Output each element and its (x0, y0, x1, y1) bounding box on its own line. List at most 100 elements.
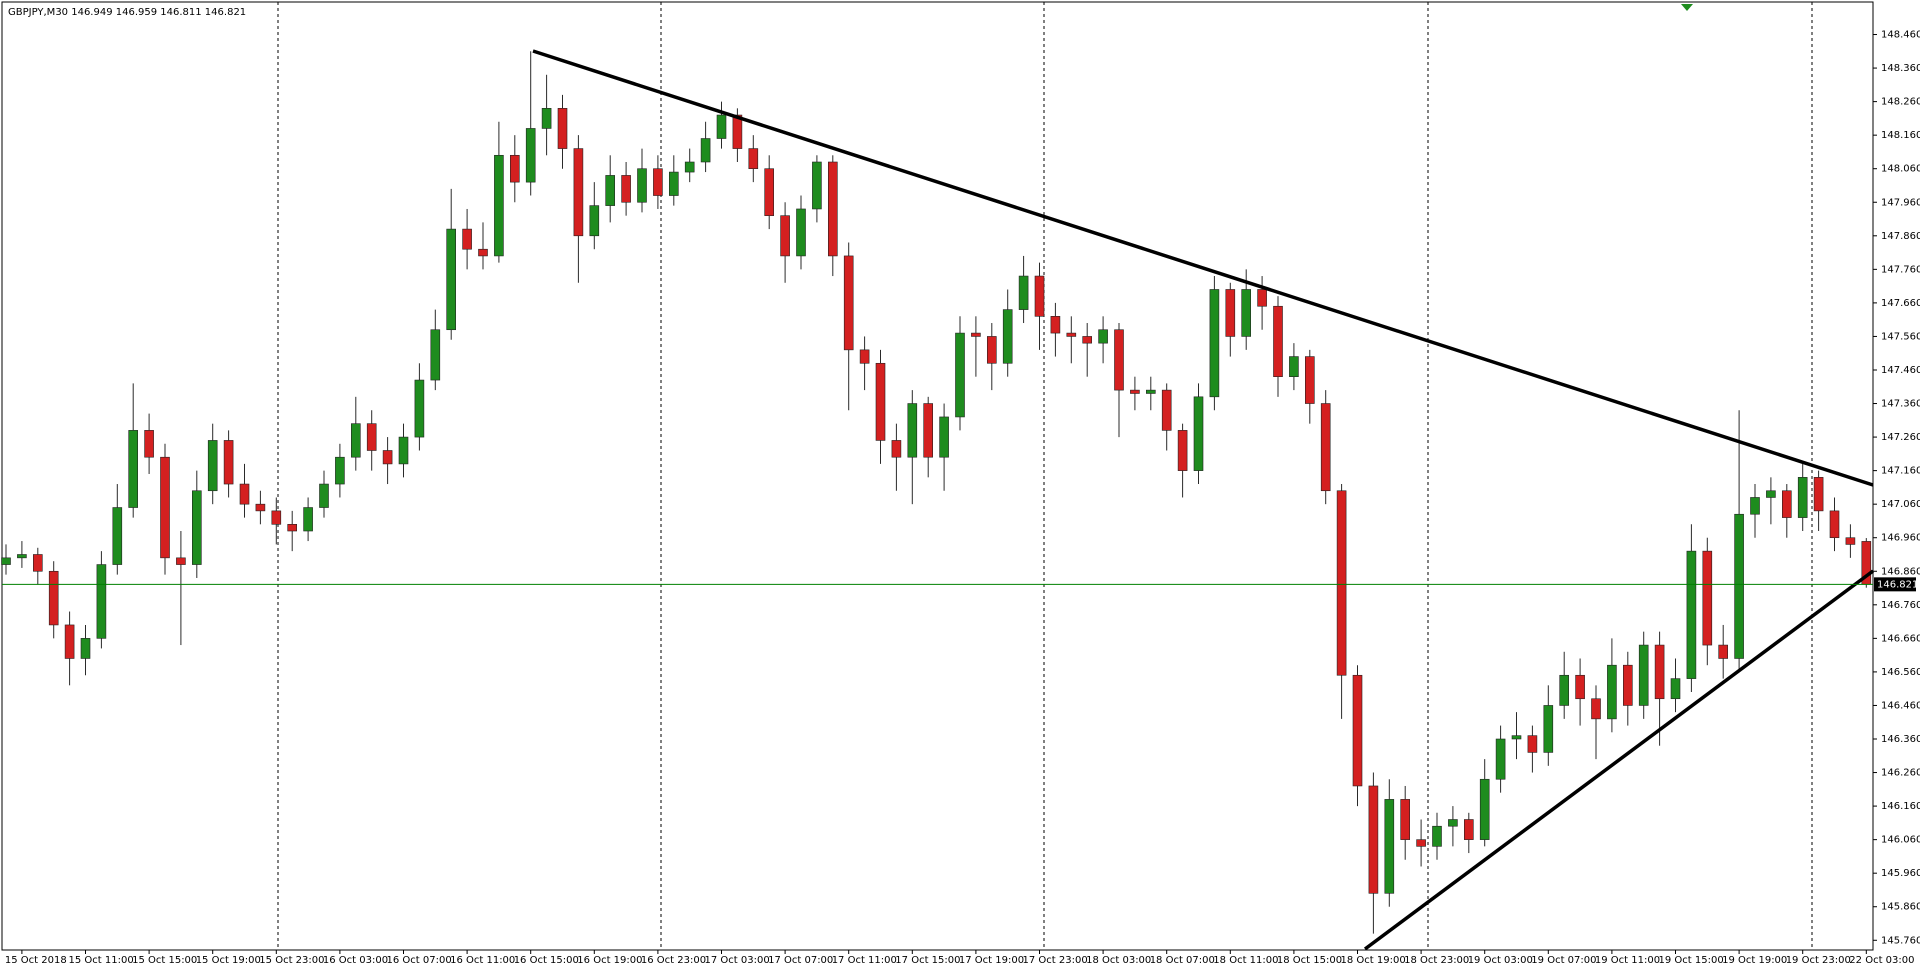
y-tick-label: 146.860 (1881, 566, 1920, 577)
candle-body (1241, 289, 1251, 337)
y-tick-label: 147.660 (1881, 298, 1920, 309)
candle-body (223, 440, 234, 485)
candle-body (1018, 275, 1029, 310)
candle-body (875, 362, 886, 441)
y-tick-label: 148.160 (1881, 130, 1920, 141)
x-tick-label: 17 Oct 15:00 (895, 955, 960, 966)
candle-body (319, 483, 329, 508)
candle-body (1766, 490, 1776, 498)
x-tick-label: 18 Oct 19:00 (1341, 955, 1406, 966)
candle-body (1114, 329, 1124, 391)
candle-body (494, 154, 504, 257)
y-tick-label: 148.460 (1881, 30, 1920, 41)
x-tick-label: 18 Oct 23:00 (1404, 955, 1469, 966)
period-separators (277, 2, 1813, 950)
candle-body (1400, 799, 1410, 840)
candle-body (1432, 825, 1442, 847)
x-tick-label: 15 Oct 2018 (5, 955, 67, 966)
candle-body (1, 557, 11, 565)
candle-body (1305, 356, 1315, 404)
candle-body (446, 228, 457, 331)
candle-body (509, 154, 520, 183)
y-tick-label: 146.560 (1881, 667, 1920, 678)
candle-body (1829, 510, 1840, 539)
candle-body (1813, 477, 1824, 512)
candle-body (1273, 305, 1283, 377)
candle-body (812, 161, 822, 210)
candle-body (48, 570, 59, 626)
candle-body (1193, 396, 1204, 471)
candle-body (414, 379, 425, 438)
candle-body (668, 171, 679, 196)
y-tick-label: 146.460 (1881, 700, 1920, 711)
candle-body (796, 208, 806, 257)
candle-body (541, 108, 552, 129)
x-tick-label: 17 Oct 19:00 (959, 955, 1024, 966)
x-tick-label: 17 Oct 07:00 (768, 955, 833, 966)
candle-body (1130, 389, 1140, 394)
candle-body (1146, 389, 1156, 394)
y-tick-label: 145.760 (1881, 935, 1920, 946)
candle-body (1098, 329, 1108, 344)
candle-body (1161, 389, 1172, 431)
x-tick-label: 17 Oct 23:00 (1023, 955, 1088, 966)
candle-body (255, 503, 266, 512)
candle-body (1845, 537, 1856, 545)
y-tick-label: 147.460 (1881, 365, 1920, 376)
y-tick-label: 145.860 (1881, 902, 1920, 913)
candle-body (1368, 785, 1379, 894)
candle-body (1670, 678, 1681, 700)
candle-body (1638, 644, 1649, 706)
candles (1, 51, 1872, 934)
candle-body (1002, 309, 1013, 364)
trendlines (532, 49, 1875, 951)
candle-body (96, 564, 107, 639)
plot-frame (1, 1, 1874, 951)
x-tick-label: 16 Oct 07:00 (387, 955, 452, 966)
candle-body (1702, 550, 1713, 646)
candle-body (398, 436, 409, 465)
candle-body (1289, 356, 1299, 377)
candle-body (700, 138, 711, 163)
candle-body (1257, 289, 1267, 307)
candle-body (144, 430, 154, 458)
y-tick-label: 146.260 (1881, 768, 1920, 779)
candle-body (589, 205, 600, 237)
y-tick-label: 147.560 (1881, 331, 1920, 342)
y-tick-label: 146.360 (1881, 734, 1920, 745)
x-tick-label: 16 Oct 23:00 (641, 955, 706, 966)
candle-body (684, 161, 695, 173)
candle-body (1623, 664, 1633, 706)
candle-body (621, 175, 631, 203)
candle-body (1416, 839, 1426, 847)
candle-body (557, 108, 568, 149)
candle-body (80, 638, 91, 659)
candle-body (478, 248, 488, 257)
x-tick-label: 15 Oct 19:00 (196, 955, 261, 966)
x-tick-label: 19 Oct 03:00 (1468, 955, 1533, 966)
candle-body (192, 490, 202, 565)
candle-body (350, 423, 361, 458)
candle-body (1352, 674, 1363, 787)
candle-body (955, 332, 965, 418)
x-tick-label: 15 Oct 11:00 (69, 955, 134, 966)
y-tick-label: 147.360 (1881, 399, 1920, 410)
candle-body (891, 440, 902, 458)
candle-body (1177, 430, 1188, 471)
candle-body (366, 423, 377, 451)
candle-body (1479, 778, 1490, 840)
candle-body (1448, 819, 1458, 827)
x-tick-label: 18 Oct 11:00 (1213, 955, 1278, 966)
x-tick-label: 16 Oct 11:00 (450, 955, 515, 966)
x-tick-label: 16 Oct 03:00 (323, 955, 388, 966)
candle-body (207, 440, 218, 492)
candle-body (1591, 698, 1601, 720)
candle-body (160, 456, 170, 559)
candle-body (1686, 550, 1697, 679)
candle-body (1050, 316, 1061, 334)
candle-body (32, 554, 43, 572)
candle-body (939, 416, 949, 458)
candle-body (1527, 735, 1538, 753)
x-tick-label: 16 Oct 15:00 (514, 955, 579, 966)
